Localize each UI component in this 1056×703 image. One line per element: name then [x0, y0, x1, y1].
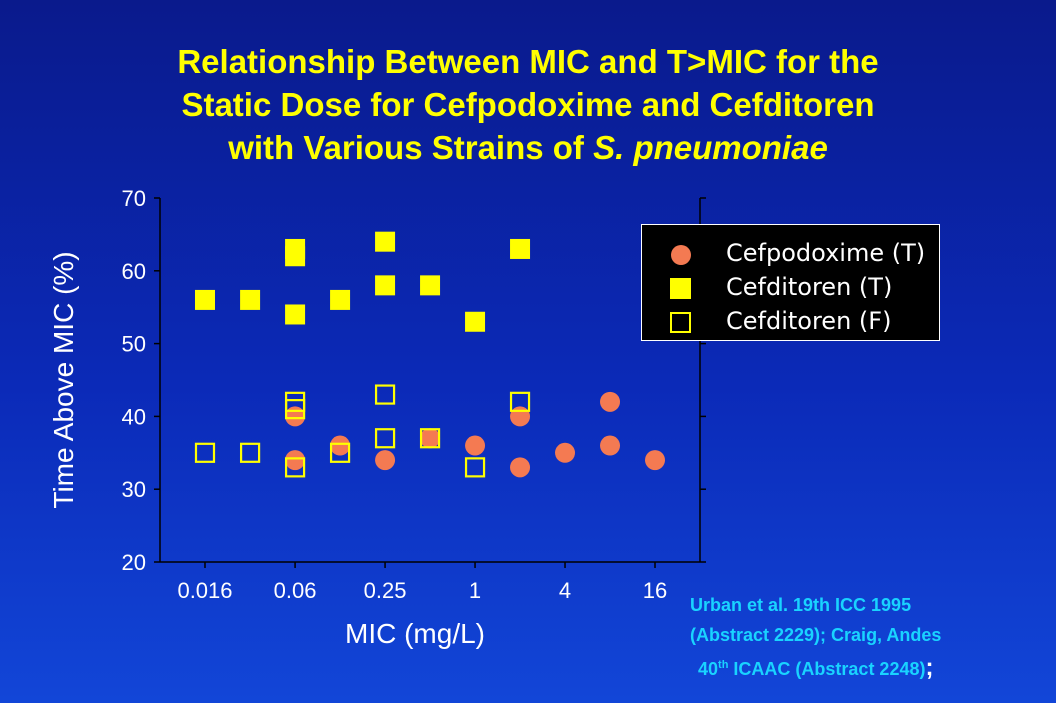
title-line-1: Relationship Between MIC and T>MIC for t… — [177, 43, 879, 80]
cefpodoxime-point — [645, 450, 666, 471]
cefditoren-t-point — [420, 275, 441, 296]
chart-marks — [194, 231, 666, 478]
cefpodoxime-point — [510, 457, 531, 478]
cefditoren-t-point — [285, 246, 306, 267]
circle-marker-icon — [671, 245, 691, 265]
cefpodoxime-point — [285, 406, 306, 427]
y-tick-label: 20 — [122, 550, 146, 575]
open-square-marker-icon — [670, 312, 691, 333]
x-tick-label: 4 — [559, 578, 571, 603]
legend-label-cefditoren-f: Cefditoren (F) — [726, 307, 892, 335]
y-tick-label: 40 — [122, 404, 146, 429]
title-species: S. pneumoniae — [593, 129, 828, 166]
cefditoren-t-point — [375, 231, 396, 252]
x-tick-label: 1 — [469, 578, 481, 603]
cefditoren-f-point — [374, 428, 396, 449]
slide-title: Relationship Between MIC and T>MIC for t… — [20, 40, 1036, 169]
chart-legend: Cefpodoxime (T) Cefditoren (T) Cefditore… — [641, 224, 940, 341]
cefpodoxime-point — [420, 428, 441, 449]
x-tick-label: 0.06 — [274, 578, 317, 603]
chart-axes: 20 30 40 50 60 70 0.016 0.06 0.25 1 4 16 — [122, 186, 706, 603]
citation-line-3: 40th ICAAC (Abstract 2248); — [690, 650, 941, 684]
cefpodoxime-point — [375, 450, 396, 471]
cefpodoxime-point — [600, 391, 621, 412]
cefpodoxime-point — [330, 435, 351, 456]
y-tick-label: 30 — [122, 477, 146, 502]
cefditoren-f-point — [284, 457, 306, 478]
cefditoren-t-point — [285, 304, 306, 325]
cefditoren-f-point — [329, 442, 351, 463]
citation-semicolon: ; — [925, 654, 934, 681]
y-tick-label: 60 — [122, 259, 146, 284]
cefditoren-t-point — [510, 238, 531, 259]
x-tick-label: 0.016 — [177, 578, 232, 603]
cefpodoxime-point — [285, 450, 306, 471]
cefditoren-f-point — [284, 399, 306, 420]
citation-sup: th — [718, 659, 729, 671]
cefpodoxime-point — [600, 435, 621, 456]
citation: Urban et al. 19th ICC 1995 (Abstract 222… — [690, 590, 941, 684]
cefditoren-f-point — [374, 384, 396, 405]
title-line-2: Static Dose for Cefpodoxime and Cefditor… — [181, 86, 875, 123]
citation-line-1: Urban et al. 19th ICC 1995 — [690, 595, 912, 615]
cefditoren-t-point — [375, 275, 396, 296]
cefpodoxime-point — [510, 406, 531, 427]
legend-item-cefpodoxime: Cefpodoxime (T) — [642, 236, 939, 272]
y-tick-label: 50 — [122, 332, 146, 357]
filled-square-marker-icon — [670, 278, 691, 299]
cefditoren-f-point — [509, 391, 531, 412]
cefditoren-t-point — [330, 289, 351, 310]
legend-label-cefpodoxime: Cefpodoxime (T) — [726, 239, 926, 267]
title-line-3-text: with Various Strains of — [228, 129, 594, 166]
cefpodoxime-point — [465, 435, 486, 456]
y-tick-label: 70 — [122, 186, 146, 211]
citation-num: 40 — [698, 659, 719, 679]
citation-rest: ICAAC (Abstract 2248) — [728, 659, 926, 679]
legend-label-cefditoren-t: Cefditoren (T) — [726, 273, 893, 301]
x-tick-label: 16 — [643, 578, 667, 603]
cefditoren-f-point — [464, 457, 486, 478]
legend-item-cefditoren-t: Cefditoren (T) — [642, 270, 939, 306]
y-axis-label: Time Above MIC (%) — [48, 251, 79, 509]
cefditoren-f-point — [194, 442, 216, 463]
cefditoren-t-point — [194, 289, 215, 310]
cefditoren-t-point — [465, 311, 486, 332]
cefditoren-f-point — [239, 442, 261, 463]
citation-line-2: (Abstract 2229); Craig, Andes — [690, 625, 942, 645]
legend-item-cefditoren-f: Cefditoren (F) — [642, 304, 939, 340]
x-tick-label: 0.25 — [364, 578, 407, 603]
title-line-3: with Various Strains of S. pneumoniae — [20, 126, 1036, 169]
cefpodoxime-point — [555, 442, 576, 463]
cefditoren-f-point — [419, 428, 441, 449]
cefditoren-t-point — [240, 289, 261, 310]
x-axis-label: MIC (mg/L) — [345, 618, 485, 649]
